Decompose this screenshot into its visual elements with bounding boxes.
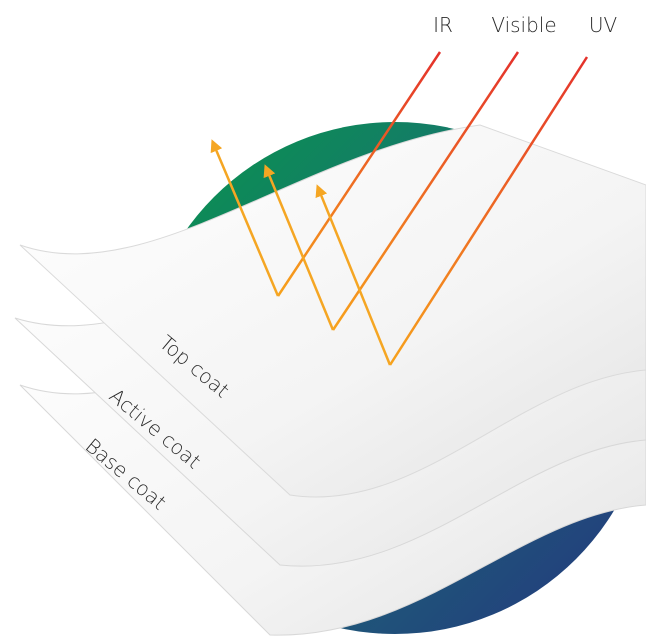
ray-label: UV <box>589 13 618 37</box>
top-sheet <box>19 124 646 498</box>
ir-incoming <box>276 51 442 297</box>
visible-reflected <box>263 164 335 331</box>
uv-incoming <box>388 56 589 366</box>
visible-incoming <box>331 51 520 331</box>
ray-label: IR <box>433 13 453 37</box>
artwork <box>14 51 646 636</box>
ir-reflected <box>210 139 280 297</box>
ray-label: Visible <box>491 13 556 37</box>
uv-reflected <box>315 184 392 366</box>
